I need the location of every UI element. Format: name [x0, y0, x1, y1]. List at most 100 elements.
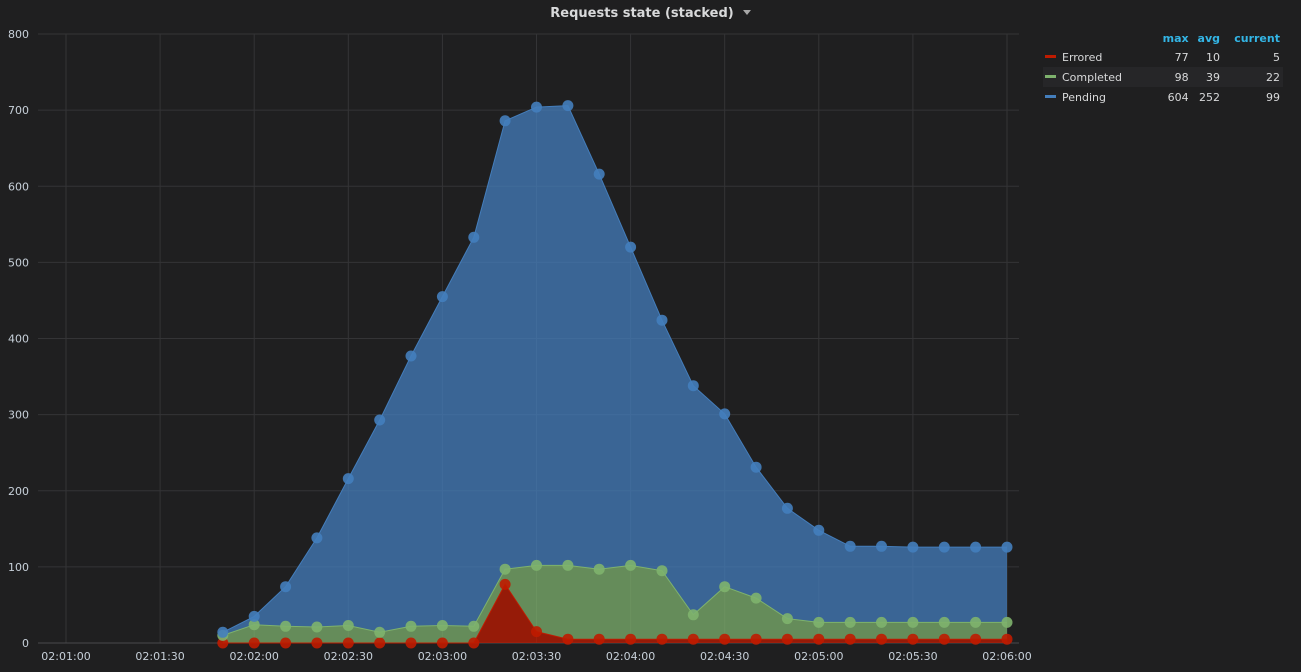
point-completed — [970, 616, 982, 628]
point-errored — [531, 626, 542, 638]
legend-row-errored[interactable]: Errored 77 10 5 — [1043, 47, 1283, 67]
point-pending — [280, 581, 292, 593]
point-errored — [468, 637, 480, 649]
point-errored — [374, 637, 386, 649]
point-completed — [436, 620, 448, 631]
point-errored — [970, 633, 982, 645]
legend-avg: 39 — [1191, 67, 1223, 87]
legend-max: 77 — [1174, 50, 1189, 64]
point-completed — [938, 616, 950, 628]
x-tick-label: 02:01:30 — [135, 650, 184, 663]
point-pending — [248, 610, 260, 622]
point-pending — [436, 291, 448, 303]
legend-row-pending[interactable]: Pending 604 252 99 — [1043, 87, 1283, 107]
point-pending — [342, 473, 354, 485]
x-tick-label: 02:01:00 — [41, 650, 90, 663]
point-pending — [405, 350, 417, 362]
series-points — [217, 100, 1013, 649]
point-completed — [499, 563, 511, 575]
point-pending — [687, 380, 699, 392]
legend-avg: 10 — [1205, 50, 1220, 64]
x-tick-label: 02:04:00 — [606, 650, 655, 663]
point-completed — [593, 563, 605, 575]
point-pending — [468, 231, 480, 243]
point-pending — [844, 540, 856, 552]
point-pending — [562, 100, 574, 112]
point-completed — [844, 616, 856, 628]
legend-avg: 252 — [1198, 90, 1220, 104]
legend-max: 98 — [1156, 67, 1192, 87]
legend: max avg current Errored 77 10 5 Complete… — [1043, 30, 1283, 107]
point-pending — [781, 502, 793, 514]
point-pending — [970, 541, 982, 553]
x-tick-label: 02:04:30 — [700, 650, 749, 663]
legend-swatch-pending[interactable] — [1045, 95, 1056, 98]
point-pending — [593, 168, 605, 180]
point-errored — [593, 633, 605, 645]
chevron-down-icon[interactable] — [742, 10, 751, 15]
y-tick-label: 700 — [8, 104, 29, 117]
point-pending — [750, 461, 762, 473]
point-completed — [468, 620, 480, 632]
legend-name[interactable]: Errored — [1062, 50, 1103, 64]
point-errored — [405, 637, 417, 649]
point-errored — [781, 633, 793, 645]
legend-swatch-errored[interactable] — [1045, 55, 1056, 58]
point-completed — [625, 559, 637, 571]
legend-current: 99 — [1266, 90, 1280, 104]
legend-name[interactable]: Completed — [1062, 70, 1122, 84]
point-pending — [625, 241, 637, 253]
legend-name[interactable]: Pending — [1062, 90, 1106, 104]
y-tick-label: 800 — [8, 28, 29, 41]
point-errored — [217, 637, 229, 649]
panel-title-text: Requests state (stacked) — [550, 6, 734, 21]
point-pending — [1001, 541, 1013, 553]
point-pending — [531, 101, 542, 113]
point-errored — [625, 633, 637, 645]
point-pending — [907, 541, 919, 553]
point-errored — [750, 633, 762, 645]
legend-header-current[interactable]: current — [1234, 32, 1280, 45]
point-errored — [562, 633, 574, 645]
x-tick-label: 02:02:00 — [229, 650, 278, 663]
point-errored — [907, 633, 919, 645]
point-completed — [280, 620, 292, 632]
point-errored — [1001, 633, 1013, 645]
point-errored — [342, 637, 354, 649]
point-completed — [562, 559, 574, 571]
point-pending — [656, 314, 668, 326]
y-tick-label: 500 — [8, 256, 29, 269]
point-pending — [938, 541, 950, 553]
y-tick-label: 100 — [8, 561, 29, 574]
legend-current: 5 — [1273, 50, 1280, 64]
point-completed — [311, 621, 323, 633]
x-tick-label: 02:05:00 — [794, 650, 843, 663]
y-tick-label: 600 — [8, 180, 29, 193]
point-pending — [876, 540, 887, 552]
legend-header-avg[interactable]: avg — [1197, 32, 1220, 45]
x-tick-label: 02:03:00 — [418, 650, 467, 663]
y-tick-label: 400 — [8, 333, 29, 346]
point-completed — [656, 565, 668, 577]
point-completed — [781, 613, 793, 625]
legend-swatch-completed[interactable] — [1045, 75, 1056, 78]
legend-header-max[interactable]: max — [1162, 32, 1189, 45]
point-completed — [342, 620, 354, 631]
panel-title[interactable]: Requests state (stacked) — [0, 6, 1301, 21]
point-errored — [656, 633, 668, 645]
y-tick-label: 0 — [22, 637, 29, 650]
point-completed — [405, 620, 417, 632]
point-completed — [248, 619, 260, 631]
y-axis: 0 100 200 300 400 500 600 700 800 — [8, 28, 29, 650]
point-errored — [687, 633, 699, 645]
point-errored — [813, 633, 825, 645]
legend-row-completed[interactable]: Completed 98 39 22 — [1043, 67, 1283, 87]
y-tick-label: 300 — [8, 409, 29, 422]
point-completed — [1001, 616, 1013, 628]
point-pending — [499, 115, 511, 127]
point-completed — [907, 616, 919, 628]
point-errored — [719, 633, 731, 645]
x-tick-label: 02:06:00 — [982, 650, 1031, 663]
point-errored — [499, 578, 511, 590]
